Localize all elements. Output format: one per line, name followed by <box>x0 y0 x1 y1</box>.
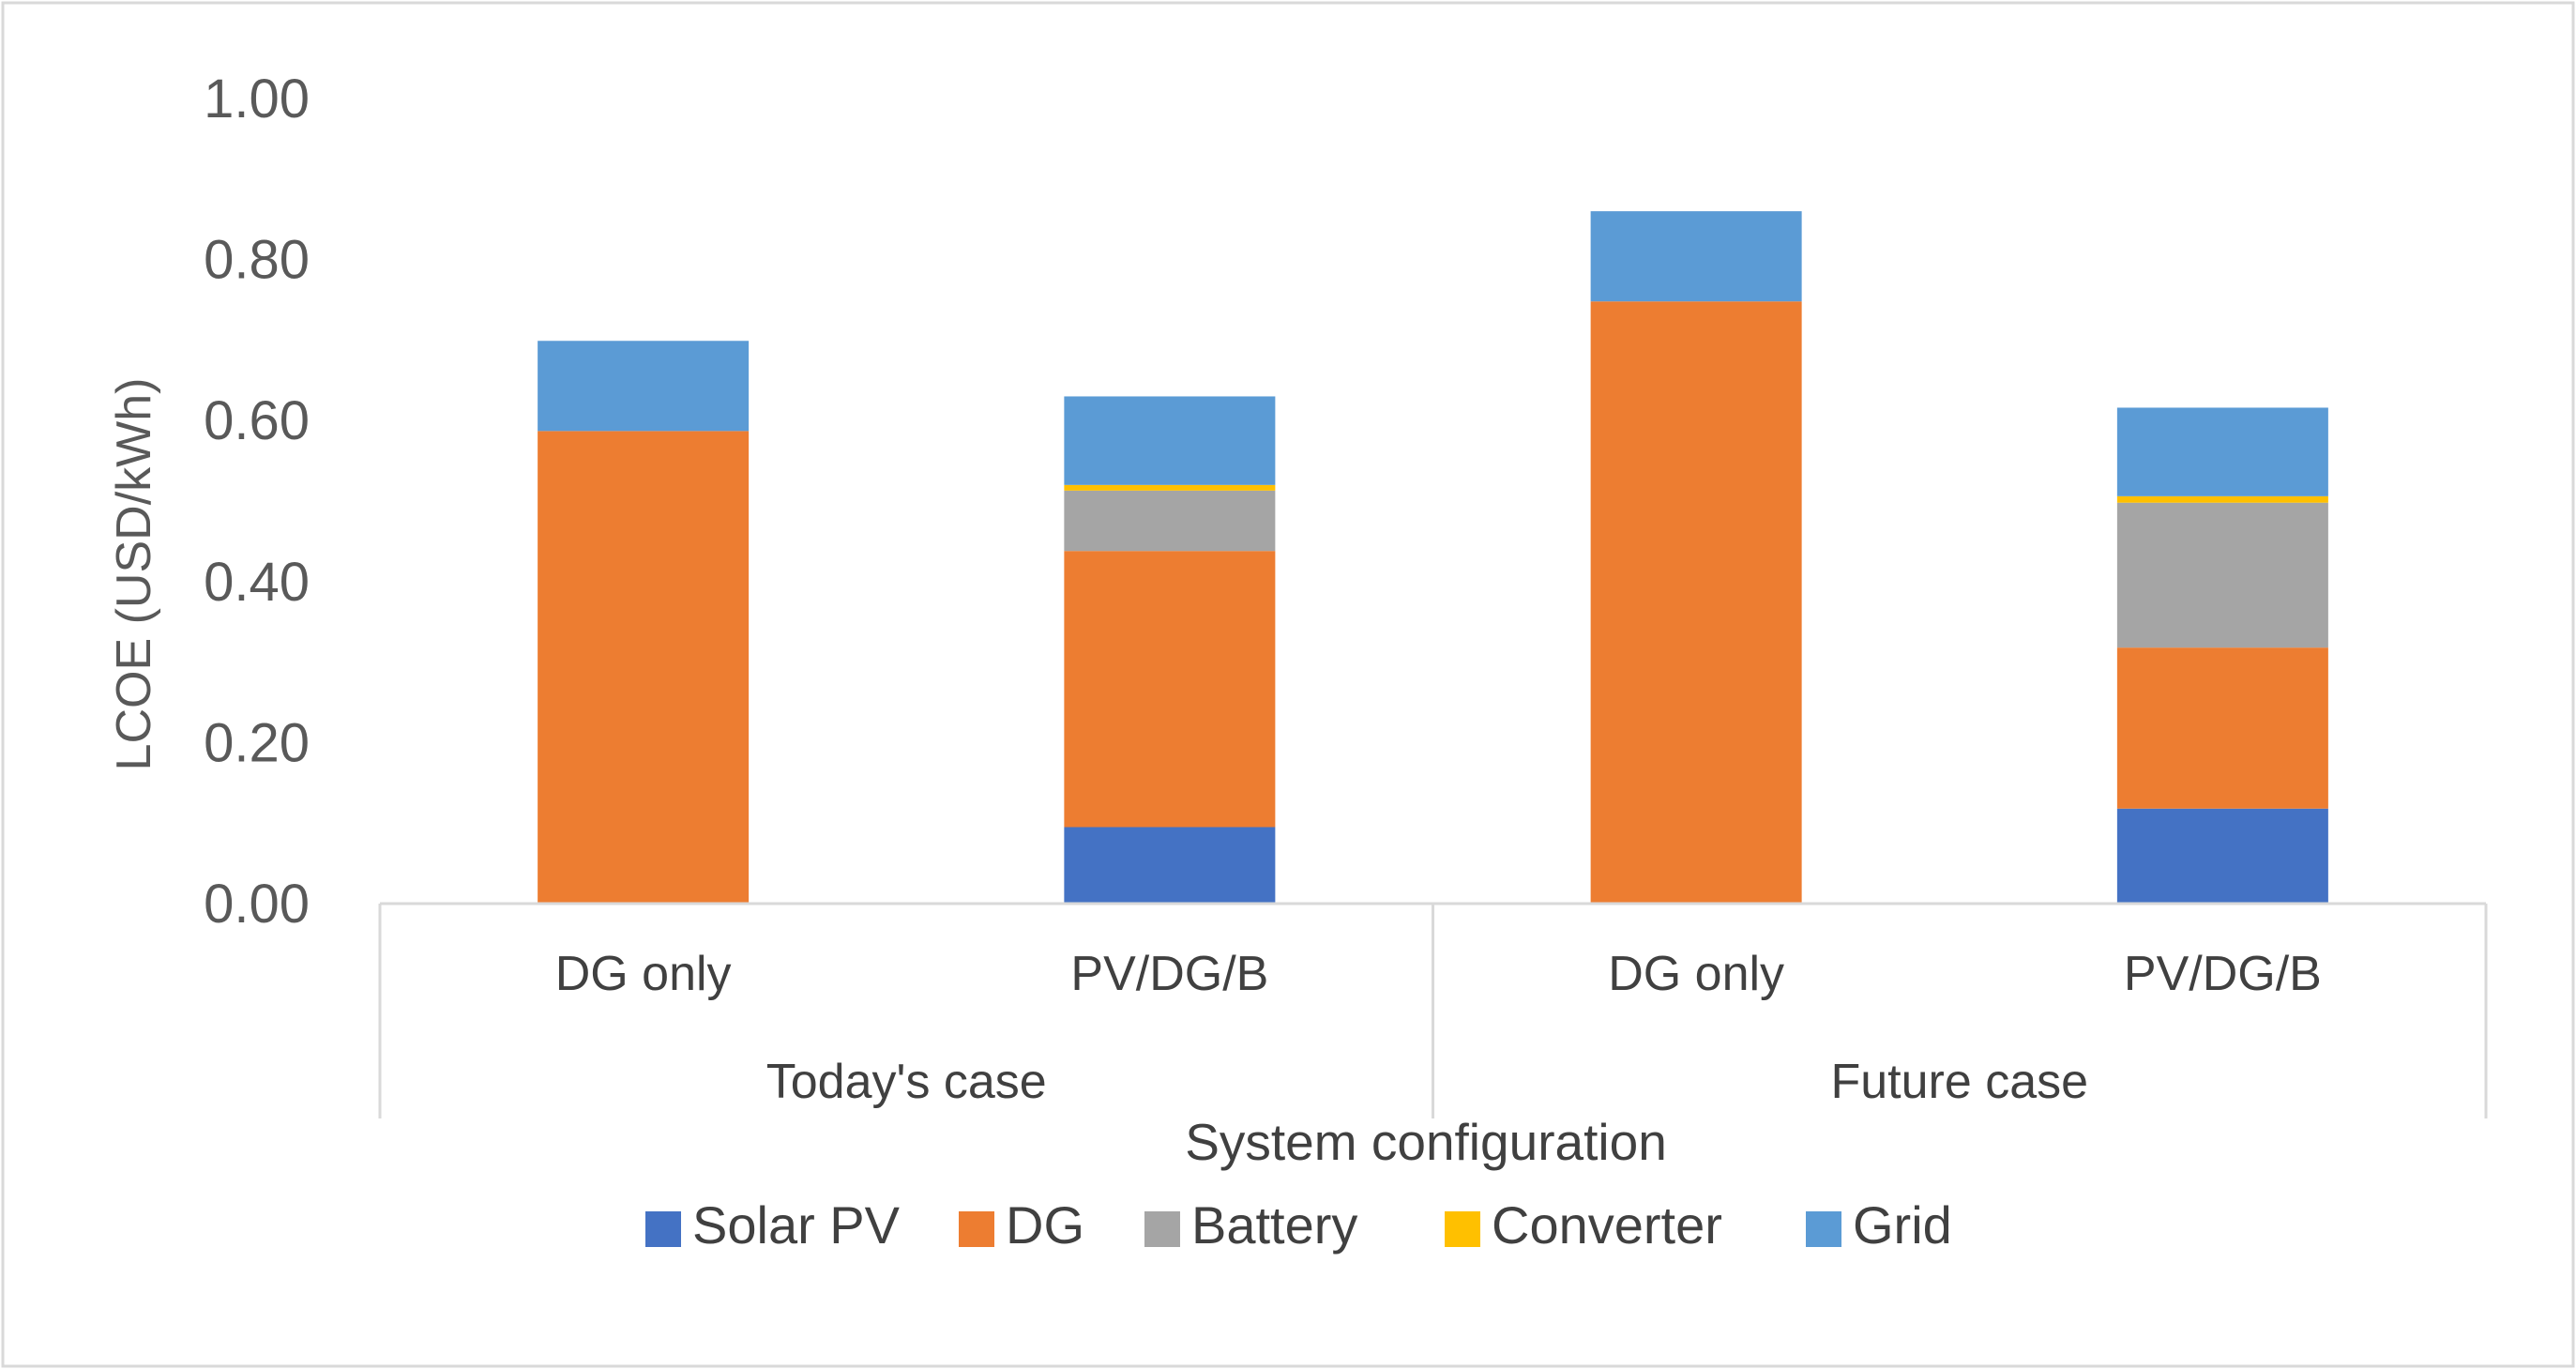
y-axis-title: LCOE (USD/kWh) <box>107 378 161 771</box>
bar-segment-dg <box>1064 551 1276 828</box>
y-tick-label: 1.00 <box>204 68 310 129</box>
y-tick-label: 0.00 <box>204 874 310 935</box>
bar-segment-battery <box>1064 490 1276 552</box>
x-group-label: Today's case <box>766 1055 1047 1109</box>
y-tick-label: 0.60 <box>204 390 310 451</box>
legend-label: DG <box>1006 1195 1084 1255</box>
bar-segment-grid <box>538 341 750 432</box>
legend-swatch <box>1445 1211 1480 1247</box>
bar-segment-dg <box>538 431 750 904</box>
legend-swatch <box>959 1211 994 1247</box>
bar-segment-dg <box>2116 647 2328 809</box>
y-axis-ticks: 0.00 0.20 0.40 0.60 0.80 1.00 <box>204 68 310 935</box>
x-axis: DG only PV/DG/B DG only PV/DG/B Today's case… <box>378 902 2488 1118</box>
legend-swatch <box>645 1211 681 1247</box>
bar-segment-battery <box>2116 502 2328 648</box>
legend-label: Battery <box>1191 1195 1357 1255</box>
x-category-label: PV/DG/B <box>2124 947 2322 1001</box>
x-category-label: DG only <box>555 947 732 1001</box>
bar-segment-solar-pv <box>2116 808 2328 904</box>
legend-label: Solar PV <box>692 1195 901 1255</box>
bar-segment-grid <box>1064 396 1276 485</box>
bars <box>538 211 2328 904</box>
legend-label: Converter <box>1492 1195 1722 1255</box>
legend-swatch <box>1806 1211 1841 1247</box>
x-category-label: DG only <box>1608 947 1784 1001</box>
bar-segment-solar-pv <box>1064 827 1276 904</box>
y-tick-label: 0.20 <box>204 712 310 773</box>
x-axis-title: System configuration <box>1185 1113 1667 1171</box>
legend-label: Grid <box>1853 1195 1952 1255</box>
bar-segment-grid <box>1590 211 1802 302</box>
bar-segment-converter <box>1064 484 1276 491</box>
bar-segment-dg <box>1590 301 1802 904</box>
bar-segment-grid <box>2116 407 2328 496</box>
y-tick-label: 0.40 <box>204 552 310 613</box>
bar-segment-converter <box>2116 495 2328 503</box>
y-tick-label: 0.80 <box>204 230 310 291</box>
x-group-label: Future case <box>1830 1055 2088 1109</box>
legend: Solar PV DG Battery Converter Grid <box>645 1195 1952 1255</box>
legend-swatch <box>1144 1211 1180 1247</box>
x-category-label: PV/DG/B <box>1070 947 1268 1001</box>
